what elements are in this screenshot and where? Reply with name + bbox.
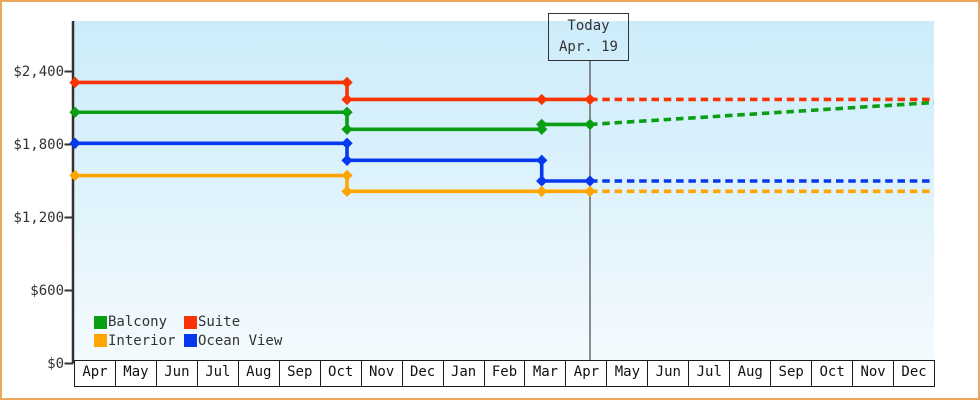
- x-axis-month-cell: May: [114, 361, 156, 386]
- y-axis-tick-label: $1,200: [13, 209, 64, 226]
- x-axis-month-cell: Jun: [647, 361, 688, 386]
- x-axis-month-cell: Sep: [278, 361, 320, 386]
- legend-swatch-interior: [94, 334, 107, 348]
- today-label: Today: [567, 18, 610, 34]
- x-axis-month-cell: Apr: [565, 361, 606, 386]
- x-axis-month-cell: Oct: [811, 361, 852, 386]
- legend-label: Suite: [198, 314, 241, 331]
- x-axis-month-cell: Sep: [770, 361, 811, 386]
- legend-item-ocean-view: Ocean View: [184, 332, 282, 351]
- y-axis-tick-label: $0: [47, 355, 64, 372]
- x-axis-month-cell: Jan: [442, 361, 484, 386]
- x-axis-month-cell: Oct: [319, 361, 361, 386]
- legend-item-interior: Interior: [94, 332, 184, 351]
- legend-item-suite: Suite: [184, 313, 282, 332]
- y-axis-tick-label: $2,400: [13, 63, 64, 80]
- x-axis-month-cell: May: [606, 361, 647, 386]
- plot-area-background: [74, 21, 934, 361]
- x-axis-month-cell: Dec: [893, 361, 934, 386]
- today-date: Apr. 19: [558, 39, 618, 55]
- y-axis-tick-label: $600: [30, 282, 64, 299]
- x-axis-month-cell: Jun: [155, 361, 197, 386]
- y-axis-tick-label: $1,800: [13, 136, 64, 153]
- x-axis-month-cell: Dec: [401, 361, 443, 386]
- x-axis-month-cell: Apr: [82, 364, 108, 380]
- x-axis-month-cell: Mar: [524, 361, 565, 386]
- x-axis-month-row: Apr May Jun Jul Aug Sep Oct Nov Dec Jan Feb Mar Apr M…: [74, 360, 935, 387]
- x-axis-month-cell: Feb: [483, 361, 525, 386]
- x-axis-month-cell: Nov: [360, 361, 402, 386]
- x-axis-month-cell: Aug: [237, 361, 279, 386]
- legend-item-balcony: Balcony: [94, 313, 184, 332]
- today-marker-box: Today Apr. 19: [548, 13, 629, 61]
- x-axis-month-cell: Nov: [852, 361, 893, 386]
- chart-legend: Balcony Suite Interior Ocean View: [94, 313, 282, 350]
- legend-swatch-balcony: [94, 315, 107, 329]
- legend-swatch-ocean-view: [184, 334, 197, 348]
- legend-swatch-suite: [184, 315, 197, 329]
- legend-label: Interior: [108, 332, 176, 349]
- x-axis-month-cell: Jul: [688, 361, 729, 386]
- legend-label: Balcony: [108, 314, 168, 331]
- x-axis-month-cell: Aug: [729, 361, 770, 386]
- x-axis-month-cell: Jul: [196, 361, 238, 386]
- legend-label: Ocean View: [198, 332, 283, 349]
